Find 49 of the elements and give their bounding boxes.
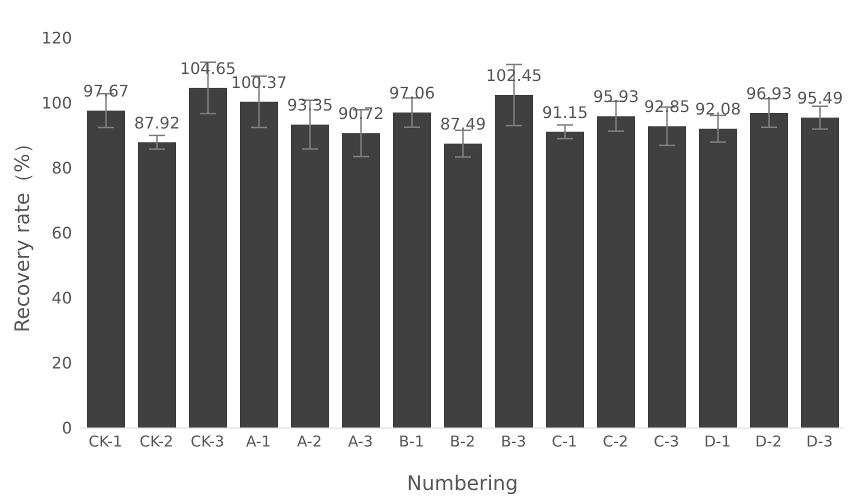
bar [750,112,788,428]
y-tick-label: 120 [41,28,72,48]
data-label: 91.15 [542,102,588,122]
x-tick-label: CK-3 [190,432,224,451]
data-label: 87.92 [134,113,180,132]
bar [342,133,380,428]
bar [240,102,278,428]
bar [87,110,125,428]
bar [801,118,839,428]
x-tick-label: B-2 [450,432,476,451]
bar [444,144,482,428]
x-tick-label: C-1 [552,432,578,451]
x-tick-label: C-3 [654,432,680,451]
data-label: 95.93 [593,87,639,106]
y-tick-label: 0 [62,418,72,438]
bar [495,95,533,428]
x-tick-label: CK-1 [88,432,122,451]
y-axis-title: Recovery rate（%） [10,134,34,332]
x-tick-label: B-3 [500,432,526,451]
bar [597,116,635,428]
y-tick-label: 20 [52,354,72,373]
x-tick-label: D-2 [755,432,782,451]
data-label: 96.93 [746,84,792,103]
bar [291,124,329,428]
bar [699,128,737,428]
y-tick-label: 80 [52,158,72,178]
x-axis-title: Numbering [406,471,518,495]
data-label: 97.67 [83,82,129,101]
data-label: 87.49 [440,114,486,134]
y-tick-label: 100 [41,94,72,113]
y-tick-label: 40 [52,288,72,308]
bar [648,126,686,428]
bar [138,142,176,428]
data-label: 95.49 [797,88,843,108]
x-tick-label: D-1 [704,432,731,451]
x-tick-label: D-3 [806,432,833,451]
data-label: 97.06 [389,84,435,103]
x-tick-label: C-2 [602,432,628,451]
y-tick-label: 60 [52,224,72,243]
data-label: 92.85 [644,97,690,116]
bar [189,88,227,428]
bar [546,132,584,428]
x-tick-label: A-2 [297,432,322,451]
bar [393,112,431,428]
data-label: 92.08 [695,100,741,119]
x-tick-label: A-1 [246,432,271,451]
x-tick-label: CK-2 [140,432,174,451]
x-tick-label: B-1 [398,432,424,451]
x-tick-label: A-3 [348,432,373,451]
